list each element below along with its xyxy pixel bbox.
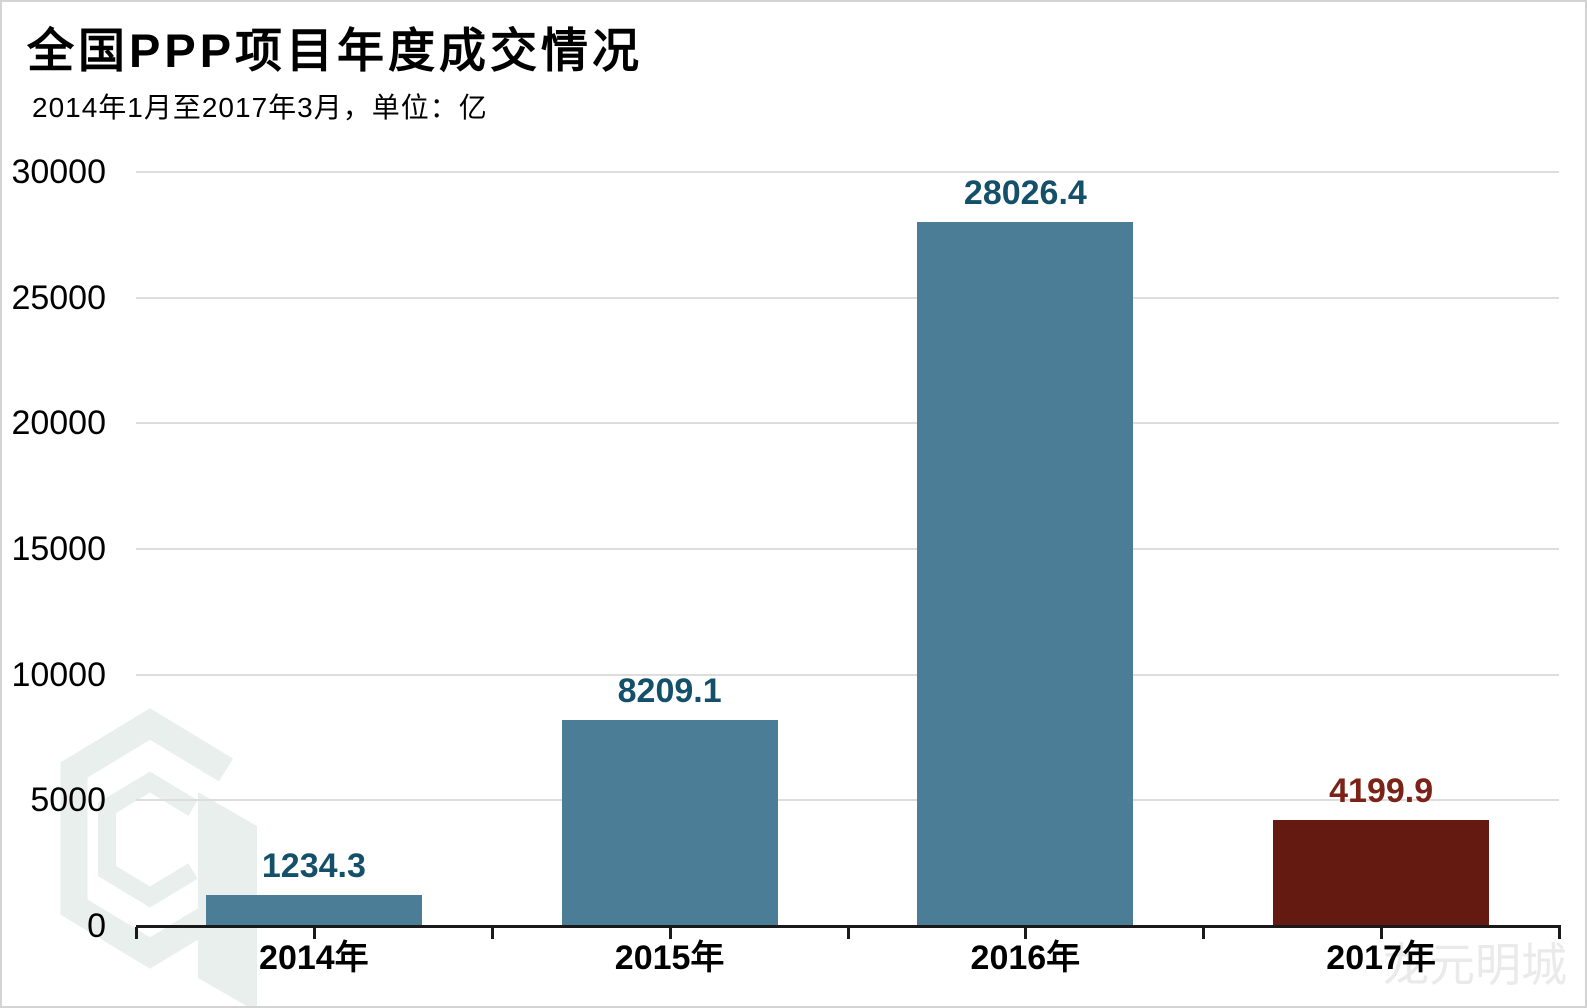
bar xyxy=(1273,820,1490,926)
y-axis-tick-label: 25000 xyxy=(11,278,106,317)
gridline xyxy=(136,799,1559,802)
bar-value-label: 1234.3 xyxy=(261,846,366,885)
y-axis-tick-label: 30000 xyxy=(11,153,106,191)
x-category-label: 2017年 xyxy=(1326,939,1436,977)
x-axis-tick xyxy=(1024,927,1028,939)
bar xyxy=(917,221,1134,926)
x-axis-tick xyxy=(668,927,672,939)
y-axis-tick-label: 5000 xyxy=(30,781,106,820)
gridline xyxy=(136,422,1559,425)
x-axis-tick xyxy=(1380,927,1384,939)
bar-value-label: 4199.9 xyxy=(1329,772,1434,811)
bar xyxy=(561,719,778,926)
x-axis-line xyxy=(136,924,1561,928)
x-category-label: 2016年 xyxy=(970,939,1081,977)
logo-inner-hexagon xyxy=(98,771,198,908)
bar-value-label: 28026.4 xyxy=(963,173,1087,212)
bar-value-label: 8209.1 xyxy=(617,671,722,710)
x-axis-tick xyxy=(312,927,316,939)
y-axis-tick-label: 0 xyxy=(87,907,106,945)
gridline xyxy=(136,673,1559,676)
y-axis-tick-label: 15000 xyxy=(11,530,106,568)
x-axis-tick xyxy=(846,927,850,939)
gridline xyxy=(136,171,1559,173)
chart-title: 全国PPP项目年度成交情况 xyxy=(27,24,644,77)
x-axis-tick xyxy=(1202,927,1206,939)
y-axis-tick-label: 10000 xyxy=(11,655,106,694)
y-axis-tick-label: 20000 xyxy=(11,404,106,443)
logo-outer-hexagon xyxy=(60,708,233,969)
gridline xyxy=(136,296,1559,299)
x-axis-tick xyxy=(490,927,494,939)
gridline xyxy=(136,548,1559,550)
watermark-text: 龙元明城 xyxy=(1383,939,1567,991)
x-axis-tick xyxy=(135,927,138,939)
x-category-label: 2014年 xyxy=(259,939,369,977)
x-category-label: 2015年 xyxy=(614,939,725,977)
bar xyxy=(205,894,422,926)
chart-subtitle: 2014年1月至2017年3月，单位：亿 xyxy=(32,92,488,123)
x-axis-tick xyxy=(1558,927,1561,939)
